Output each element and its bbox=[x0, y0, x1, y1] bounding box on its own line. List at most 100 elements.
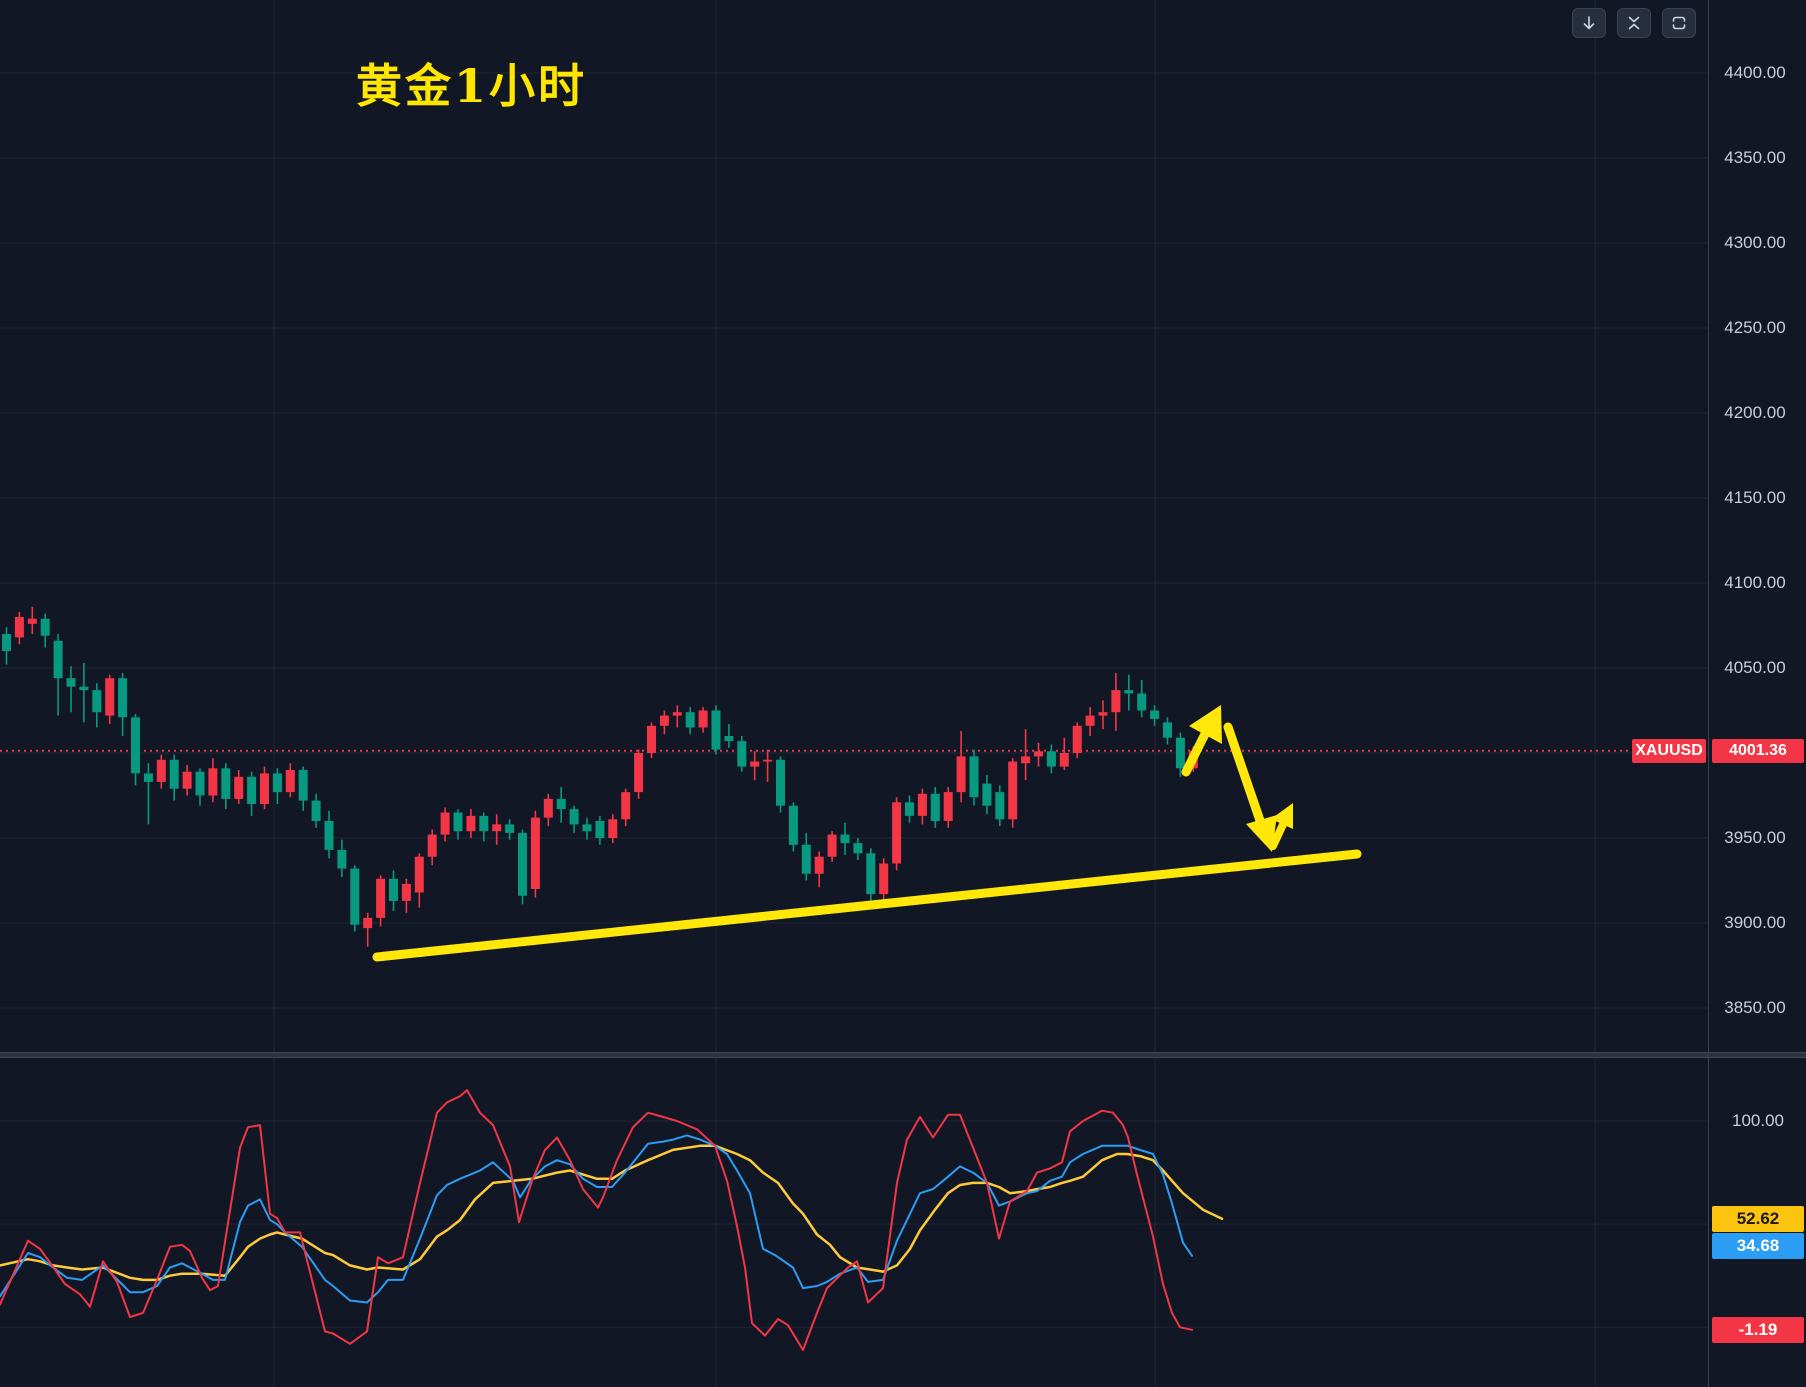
candle-body bbox=[1046, 751, 1056, 767]
panel-resize-handle[interactable] bbox=[0, 1052, 1806, 1058]
price-axis-label: 4400.00 bbox=[1724, 63, 1786, 82]
candle-body bbox=[1059, 753, 1069, 767]
candle-body bbox=[879, 863, 889, 895]
candle-body bbox=[956, 756, 966, 793]
kdj-j-line bbox=[0, 1089, 1193, 1351]
candle-body bbox=[234, 776, 244, 799]
candle-body bbox=[27, 618, 37, 624]
candle-body bbox=[608, 819, 618, 838]
candle-body bbox=[350, 868, 360, 925]
symbol-price-line-tag: XAUUSD bbox=[1632, 739, 1706, 763]
candle-body bbox=[389, 878, 398, 901]
candle-body bbox=[505, 824, 515, 833]
candle-body bbox=[118, 678, 128, 718]
candle-body bbox=[788, 805, 798, 845]
candle-body bbox=[156, 759, 166, 782]
candle-body bbox=[737, 741, 747, 767]
indicator-axis-label-100: 100.00 bbox=[1732, 1111, 1784, 1130]
candle-body bbox=[969, 756, 979, 798]
price-axis-label: 4150.00 bbox=[1724, 488, 1786, 507]
candle-body bbox=[776, 759, 785, 806]
candle-body bbox=[479, 815, 489, 832]
candle-body bbox=[1021, 756, 1031, 764]
arrow-down-icon bbox=[1583, 16, 1595, 30]
candle-body bbox=[247, 776, 257, 804]
candle-body bbox=[1008, 761, 1018, 820]
price-axis-label: 4050.00 bbox=[1724, 658, 1786, 677]
candle-body bbox=[143, 773, 153, 782]
fullscreen-button[interactable] bbox=[1662, 8, 1696, 38]
candle-body bbox=[221, 768, 231, 799]
candle-body bbox=[427, 834, 437, 857]
candle-body bbox=[801, 844, 811, 874]
candle-body bbox=[892, 802, 902, 864]
candle-body bbox=[169, 759, 179, 789]
candle-body bbox=[659, 715, 669, 726]
candle-body bbox=[621, 792, 631, 820]
candle-body bbox=[453, 812, 463, 832]
candle-body bbox=[1150, 710, 1160, 719]
up-arrow-head bbox=[1189, 705, 1222, 744]
candle-body bbox=[1163, 722, 1172, 738]
candle-body bbox=[79, 686, 89, 691]
candle-body bbox=[827, 834, 837, 857]
candle-body bbox=[414, 856, 424, 893]
candle-body bbox=[1175, 737, 1185, 769]
candle-body bbox=[466, 815, 476, 832]
candle-body bbox=[324, 821, 334, 850]
kdj-k-value-badge: 52.62 bbox=[1712, 1206, 1804, 1232]
candle-body bbox=[1111, 690, 1121, 713]
candle-body bbox=[853, 843, 863, 854]
candle-body bbox=[66, 678, 76, 687]
candle-body bbox=[543, 798, 553, 818]
candle-body bbox=[917, 793, 927, 816]
candle-body bbox=[595, 821, 605, 838]
candle-body bbox=[814, 856, 824, 874]
kdj-j-value-badge: -1.19 bbox=[1712, 1317, 1804, 1343]
candle-body bbox=[311, 800, 321, 821]
candle-body bbox=[930, 793, 940, 821]
candle-body bbox=[53, 640, 63, 679]
price-axis-label: 3900.00 bbox=[1724, 913, 1786, 932]
price-axis[interactable]: 4400.00 4350.00 4300.00 4250.00 4200.00 4150.… bbox=[1709, 0, 1806, 1387]
candle-body bbox=[363, 917, 373, 929]
chart-title: 黄金1小时 bbox=[356, 59, 588, 113]
price-axis-label: 4300.00 bbox=[1724, 233, 1786, 252]
candle-body bbox=[208, 768, 218, 796]
down-arrow-shaft bbox=[1223, 722, 1271, 843]
candle-body bbox=[260, 773, 269, 804]
collapse-button[interactable] bbox=[1617, 8, 1651, 38]
candle-body bbox=[943, 792, 953, 821]
candle-body bbox=[866, 853, 876, 895]
candle-body bbox=[272, 773, 282, 793]
candle-body bbox=[518, 832, 527, 896]
candle-body bbox=[582, 824, 592, 832]
candle-body bbox=[1137, 693, 1147, 711]
candle-body bbox=[711, 710, 721, 750]
kdj-k-line bbox=[0, 1144, 1224, 1282]
candle-body bbox=[401, 883, 411, 901]
candle-body bbox=[750, 761, 760, 767]
candle-body bbox=[569, 809, 579, 825]
candle-body bbox=[1072, 725, 1082, 753]
candle-body bbox=[556, 798, 566, 810]
candle-body bbox=[131, 717, 140, 774]
candle-body bbox=[1124, 690, 1134, 694]
candle-body bbox=[1085, 715, 1095, 726]
candle-body bbox=[195, 771, 205, 796]
candle-body bbox=[634, 753, 644, 793]
download-button[interactable] bbox=[1572, 8, 1606, 38]
candle-body bbox=[1098, 712, 1108, 716]
candle-body bbox=[376, 878, 386, 918]
price-axis-label: 4200.00 bbox=[1724, 403, 1786, 422]
candle-body bbox=[298, 770, 308, 801]
trendline-annotation bbox=[372, 849, 1362, 962]
price-axis-label: 3850.00 bbox=[1724, 998, 1786, 1017]
candle-body bbox=[995, 792, 1005, 820]
candle-body bbox=[92, 690, 102, 713]
candle-body bbox=[2, 634, 11, 651]
price-axis-label: 3950.00 bbox=[1724, 828, 1786, 847]
candle-body bbox=[647, 725, 656, 753]
bounce-up-arrow-head bbox=[1271, 803, 1293, 829]
